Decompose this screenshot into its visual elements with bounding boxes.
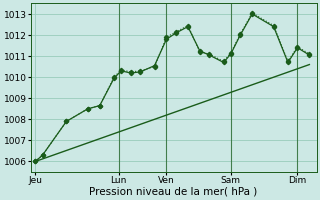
X-axis label: Pression niveau de la mer( hPa ): Pression niveau de la mer( hPa ) [90, 187, 258, 197]
